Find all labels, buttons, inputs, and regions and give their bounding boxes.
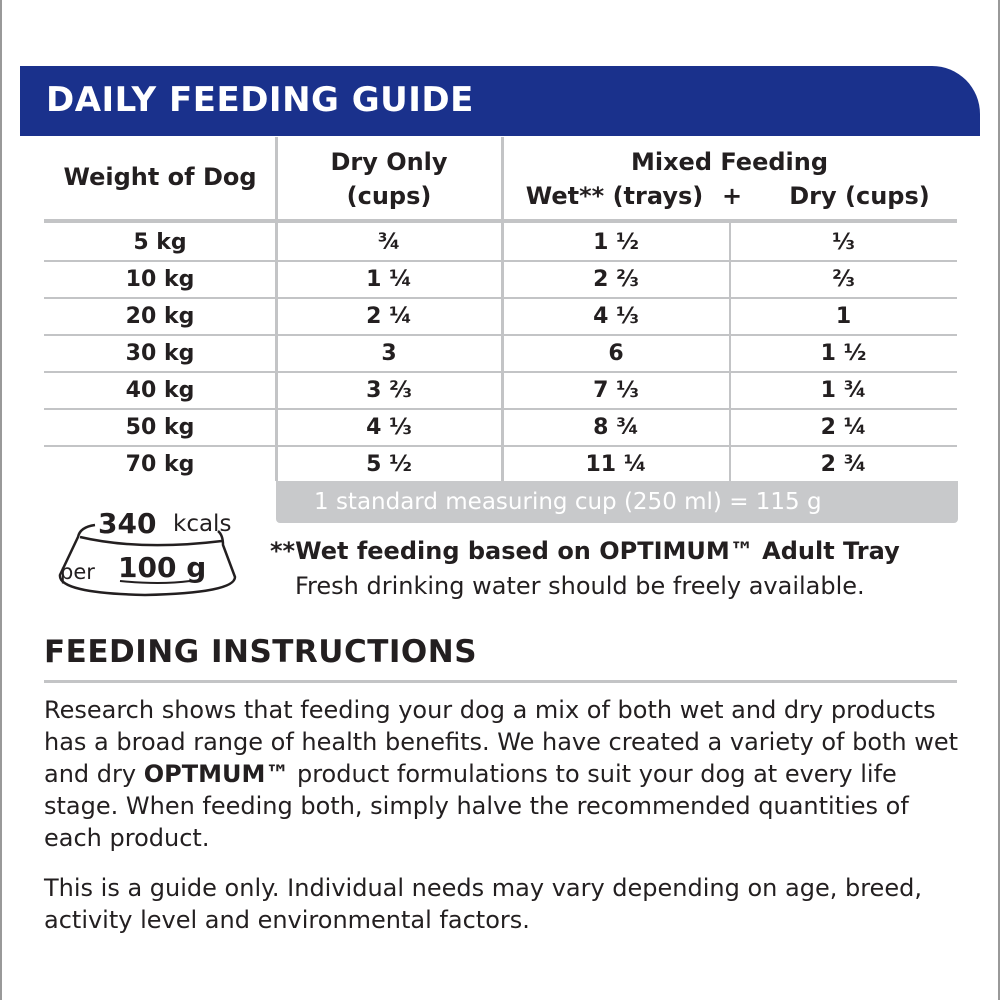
table-cell: 50 kg [125,415,195,440]
table-cell: 11 ¼ [585,452,647,477]
table-cell: 1 ½ [820,341,867,366]
guide-disclaimer: This is a guide only. Individual needs m… [44,874,922,934]
instructions-title: FEEDING INSTRUCTIONS [44,634,478,670]
table-cell: 20 kg [125,304,195,329]
table-cell: ¾ [377,230,401,255]
page-title: DAILY FEEDING GUIDE [46,80,474,120]
table-cell: 1 ¼ [366,267,412,292]
per-label: per [60,560,95,584]
header-dry-only: Dry Only [330,148,448,176]
table-cell: 2 ⅔ [593,267,639,292]
bowl-icon [58,523,237,597]
row-divider [44,334,957,336]
table-cell: 4 ⅓ [366,415,412,440]
header-banner: DAILY FEEDING GUIDE [20,66,980,136]
table-cell: 30 kg [125,341,195,366]
table-cell: 2 ¼ [820,415,867,440]
row-divider [44,371,957,373]
table-cell: 1 ¾ [820,378,867,403]
table-cell: 70 kg [125,452,195,477]
text: product formulations to suit your dog at… [44,760,909,852]
water-note: Fresh drinking water should be freely av… [295,572,865,600]
table-cell: 5 kg [133,230,187,255]
header-dry-only-unit: (cups) [346,182,432,210]
table-cell: 7 ⅓ [593,378,639,403]
table-cell: ⅔ [832,267,855,292]
kcal-unit: kcals [173,511,232,537]
per-amount: 100 g [118,551,207,584]
wet-feeding-note: **Wet feeding based on OPTIMUM™ Adult Tr… [270,537,900,565]
table-cell: 1 [835,304,852,329]
divider [501,137,504,481]
divider [729,222,731,481]
row-divider [44,260,957,262]
table-cell: 5 ½ [366,452,412,477]
table-cell: 40 kg [125,378,195,403]
table-cell: 8 ¾ [593,415,639,440]
table-cell: 4 ⅓ [593,304,639,329]
row-divider [44,445,957,447]
cup-measure-note: 1 standard measuring cup (250 ml) = 115 … [276,481,958,523]
table-cell: 10 kg [125,267,195,292]
table-cell: 6 [608,341,624,366]
kcal-badge: 340 kcals per 100 g [40,505,255,600]
kcal-value: 340 [98,507,157,540]
brand-name: OPTMUM™ [143,760,290,788]
header-dry: Dry (cups) [789,182,930,210]
table-cell: 2 ¼ [366,304,412,329]
instructions-paragraph: Research shows that feeding your dog a m… [44,694,974,854]
header-wet: Wet** (trays) [525,182,704,210]
header-weight: Weight of Dog [63,163,257,191]
table-cell: ⅓ [832,230,855,255]
row-divider [44,408,957,410]
table-cell: 3 [381,341,397,366]
header-plus: + [721,182,743,210]
row-divider [44,297,957,299]
table-cell: 3 ⅔ [366,378,412,403]
divider [275,137,278,481]
text: Research shows that feeding your dog a m… [44,696,959,788]
header-mixed: Mixed Feeding [630,148,829,176]
divider [44,680,957,683]
table-cell: 2 ¾ [820,452,867,477]
table-cell: 1 ½ [593,230,639,255]
divider [44,219,957,223]
